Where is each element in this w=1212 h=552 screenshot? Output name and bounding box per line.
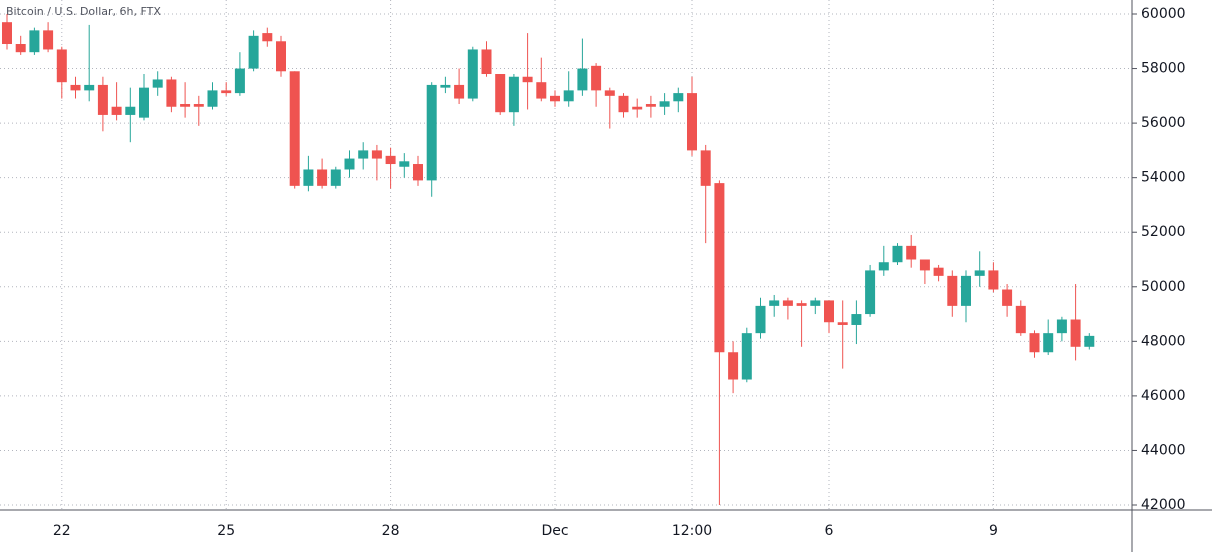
- candle-body: [865, 270, 876, 315]
- candle-body: [303, 169, 314, 186]
- y-tick-label: 52000: [1141, 224, 1186, 240]
- candle-body: [495, 74, 506, 113]
- candle-body: [139, 87, 149, 118]
- candle-body: [974, 270, 985, 276]
- candle-body: [837, 322, 848, 325]
- candle-body: [29, 30, 40, 53]
- candle-body: [988, 270, 999, 290]
- candle-body: [330, 169, 341, 186]
- candle-body: [56, 49, 67, 83]
- candle-body: [15, 44, 26, 53]
- y-tick-label: 54000: [1141, 170, 1186, 186]
- candle-body: [919, 259, 930, 271]
- x-tick-label: 28: [382, 523, 400, 539]
- y-tick-label: 56000: [1141, 115, 1186, 131]
- candle-body: [618, 95, 629, 113]
- candle-body: [536, 82, 547, 99]
- candle-body: [824, 300, 834, 323]
- y-tick-label: 58000: [1141, 61, 1186, 77]
- candle-body: [563, 90, 574, 102]
- candle-body: [70, 84, 81, 91]
- candle-body: [262, 33, 273, 42]
- candle-body: [152, 79, 163, 88]
- candle-body: [454, 84, 465, 99]
- candle-body: [687, 93, 697, 151]
- candle-body: [166, 79, 177, 107]
- x-tick-label: 25: [217, 523, 235, 539]
- x-tick-label: 6: [825, 523, 834, 539]
- candle-body: [591, 65, 602, 91]
- candle-body: [933, 267, 944, 276]
- candle-body: [947, 275, 958, 306]
- candle-body: [1070, 319, 1081, 347]
- x-tick-label: 9: [989, 523, 998, 539]
- candle-body: [221, 90, 232, 94]
- candle-body: [673, 93, 684, 102]
- candle-body: [2, 22, 12, 45]
- candle-body: [289, 71, 300, 186]
- candle-body: [1002, 289, 1013, 306]
- candle-body: [1043, 333, 1054, 353]
- y-tick-label: 44000: [1141, 442, 1186, 458]
- candle-body: [371, 150, 382, 159]
- candle-body: [97, 84, 108, 115]
- candle-body: [317, 169, 328, 186]
- candle-body: [577, 68, 588, 91]
- candle-body: [248, 35, 259, 69]
- candle-body: [645, 104, 656, 107]
- candle-body: [1056, 319, 1067, 334]
- candle-body: [728, 352, 739, 380]
- candle-body: [125, 106, 136, 115]
- candle-body: [522, 76, 533, 83]
- y-tick-label: 48000: [1141, 333, 1186, 349]
- candle-body: [810, 300, 821, 306]
- candle-body: [878, 262, 889, 271]
- candle-body: [714, 183, 725, 353]
- candle-body: [207, 90, 218, 107]
- candle-body: [481, 49, 492, 75]
- x-tick-label: Dec: [541, 523, 568, 539]
- candle-body: [700, 150, 711, 186]
- candle-body: [659, 101, 670, 107]
- candle-body: [193, 104, 204, 107]
- candle-body: [1084, 335, 1095, 347]
- candle-body: [276, 41, 286, 72]
- candle-body: [769, 300, 780, 306]
- x-tick-label: 12:00: [672, 523, 712, 539]
- candle-body: [43, 30, 54, 50]
- candle-body: [385, 155, 396, 165]
- candle-body: [906, 245, 917, 260]
- candle-body: [358, 150, 369, 159]
- y-tick-label: 46000: [1141, 388, 1186, 404]
- candle-body: [344, 158, 355, 170]
- y-tick-label: 42000: [1141, 497, 1186, 513]
- candle-body: [84, 84, 95, 91]
- candle-body: [782, 300, 793, 306]
- x-tick-label: 22: [53, 523, 71, 539]
- candle-body: [961, 275, 971, 306]
- y-tick-label: 60000: [1141, 6, 1186, 22]
- y-tick-label: 50000: [1141, 279, 1186, 295]
- candle-body: [426, 84, 437, 181]
- candle-body: [413, 164, 423, 181]
- candle-body: [440, 84, 451, 88]
- candle-body: [508, 76, 519, 113]
- candle-body: [467, 49, 478, 99]
- candle-body: [111, 106, 122, 115]
- candle-body: [851, 314, 862, 325]
- candle-body: [180, 104, 191, 107]
- candle-body: [550, 95, 560, 102]
- candle-body: [399, 161, 410, 167]
- candle-body: [796, 303, 807, 306]
- candle-body: [892, 245, 903, 263]
- candle-body: [632, 106, 643, 110]
- candle-body: [741, 333, 752, 380]
- candle-body: [1029, 333, 1040, 353]
- candle-body: [1015, 305, 1026, 334]
- candle-body: [234, 68, 245, 94]
- candle-body: [755, 305, 766, 334]
- chart-title: Bitcoin / U.S. Dollar, 6h, FTX: [6, 5, 161, 18]
- candle-body: [604, 90, 615, 96]
